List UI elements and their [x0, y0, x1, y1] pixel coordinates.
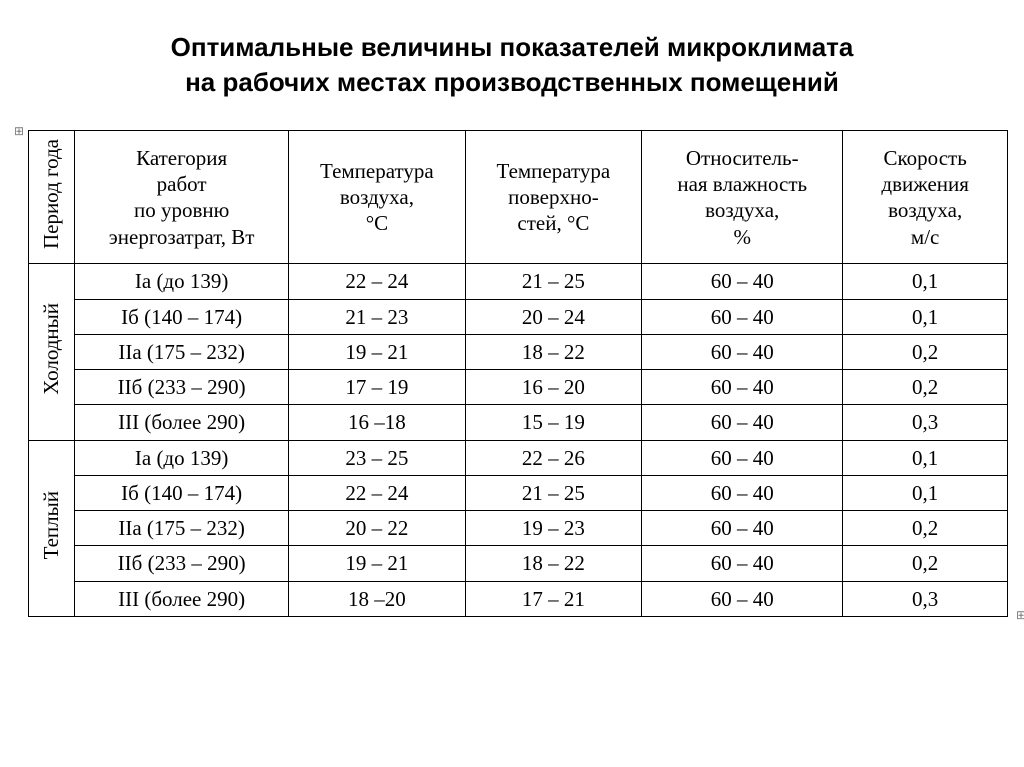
surf-temp-cell: 20 – 24	[465, 299, 642, 334]
category-cell: Iб (140 – 174)	[75, 299, 289, 334]
velocity-cell: 0,2	[843, 370, 1008, 405]
velocity-cell: 0,3	[843, 581, 1008, 616]
table-container: ⊞ Период года Категорияработпо уровнюэне…	[28, 130, 1014, 617]
air-temp-cell: 17 – 19	[289, 370, 466, 405]
title-line-2: на рабочих местах производственных помещ…	[185, 67, 839, 97]
surf-temp-cell: 22 – 26	[465, 440, 642, 475]
table-row: IIа (175 – 232)19 – 2118 – 2260 – 400,2	[29, 334, 1008, 369]
table-header-row: Период года Категорияработпо уровнюэнерг…	[29, 131, 1008, 264]
surf-temp-cell: 21 – 25	[465, 475, 642, 510]
humidity-cell: 60 – 40	[642, 511, 843, 546]
table-row: III (более 290)16 –1815 – 1960 – 400,3	[29, 405, 1008, 440]
col-humidity: Относитель-ная влажностьвоздуха,%	[642, 131, 843, 264]
humidity-cell: 60 – 40	[642, 405, 843, 440]
col-velocity: Скоростьдвижениявоздуха,м/с	[843, 131, 1008, 264]
title-line-1: Оптимальные величины показателей микрокл…	[171, 32, 854, 62]
air-temp-cell: 19 – 21	[289, 334, 466, 369]
col-air-temp: Температуравоздуха,°С	[289, 131, 466, 264]
velocity-cell: 0,1	[843, 299, 1008, 334]
resize-marker-icon: ⊞	[1016, 608, 1024, 623]
period-cell: Холодный	[29, 264, 75, 440]
table-row: IIа (175 – 232)20 – 2219 – 2360 – 400,2	[29, 511, 1008, 546]
air-temp-cell: 19 – 21	[289, 546, 466, 581]
velocity-cell: 0,2	[843, 546, 1008, 581]
air-temp-cell: 21 – 23	[289, 299, 466, 334]
air-temp-cell: 18 –20	[289, 581, 466, 616]
air-temp-cell: 23 – 25	[289, 440, 466, 475]
velocity-cell: 0,2	[843, 511, 1008, 546]
table-row: ХолодныйIа (до 139)22 – 2421 – 2560 – 40…	[29, 264, 1008, 299]
category-cell: Iа (до 139)	[75, 440, 289, 475]
velocity-cell: 0,2	[843, 334, 1008, 369]
air-temp-cell: 20 – 22	[289, 511, 466, 546]
microclimate-table: Период года Категорияработпо уровнюэнерг…	[28, 130, 1008, 617]
category-cell: IIа (175 – 232)	[75, 511, 289, 546]
category-cell: Iб (140 – 174)	[75, 475, 289, 510]
col-category: Категорияработпо уровнюэнергозатрат, Вт	[75, 131, 289, 264]
table-row: ТеплыйIа (до 139)23 – 2522 – 2660 – 400,…	[29, 440, 1008, 475]
table-row: III (более 290)18 –2017 – 2160 – 400,3	[29, 581, 1008, 616]
category-cell: IIб (233 – 290)	[75, 370, 289, 405]
surf-temp-cell: 17 – 21	[465, 581, 642, 616]
table-row: IIб (233 – 290)19 – 2118 – 2260 – 400,2	[29, 546, 1008, 581]
col-period-label: Период года	[38, 135, 64, 253]
col-period: Период года	[29, 131, 75, 264]
velocity-cell: 0,3	[843, 405, 1008, 440]
humidity-cell: 60 – 40	[642, 299, 843, 334]
surf-temp-cell: 15 – 19	[465, 405, 642, 440]
table-row: IIб (233 – 290)17 – 1916 – 2060 – 400,2	[29, 370, 1008, 405]
air-temp-cell: 22 – 24	[289, 475, 466, 510]
velocity-cell: 0,1	[843, 475, 1008, 510]
category-cell: IIб (233 – 290)	[75, 546, 289, 581]
humidity-cell: 60 – 40	[642, 334, 843, 369]
surf-temp-cell: 21 – 25	[465, 264, 642, 299]
col-surface-temp: Температураповерхно-стей, °С	[465, 131, 642, 264]
air-temp-cell: 22 – 24	[289, 264, 466, 299]
humidity-cell: 60 – 40	[642, 370, 843, 405]
surf-temp-cell: 19 – 23	[465, 511, 642, 546]
surf-temp-cell: 18 – 22	[465, 546, 642, 581]
category-cell: III (более 290)	[75, 405, 289, 440]
category-cell: IIа (175 – 232)	[75, 334, 289, 369]
humidity-cell: 60 – 40	[642, 440, 843, 475]
period-label: Теплый	[38, 487, 64, 563]
table-row: Iб (140 – 174)22 – 2421 – 2560 – 400,1	[29, 475, 1008, 510]
surf-temp-cell: 18 – 22	[465, 334, 642, 369]
velocity-cell: 0,1	[843, 440, 1008, 475]
period-cell: Теплый	[29, 440, 75, 616]
resize-marker-icon: ⊞	[14, 124, 24, 139]
category-cell: Iа (до 139)	[75, 264, 289, 299]
humidity-cell: 60 – 40	[642, 264, 843, 299]
period-label: Холодный	[38, 299, 64, 399]
page-title: Оптимальные величины показателей микрокл…	[62, 30, 962, 100]
table-body: ХолодныйIа (до 139)22 – 2421 – 2560 – 40…	[29, 264, 1008, 617]
table-row: Iб (140 – 174)21 – 2320 – 2460 – 400,1	[29, 299, 1008, 334]
velocity-cell: 0,1	[843, 264, 1008, 299]
category-cell: III (более 290)	[75, 581, 289, 616]
surf-temp-cell: 16 – 20	[465, 370, 642, 405]
humidity-cell: 60 – 40	[642, 546, 843, 581]
humidity-cell: 60 – 40	[642, 581, 843, 616]
humidity-cell: 60 – 40	[642, 475, 843, 510]
air-temp-cell: 16 –18	[289, 405, 466, 440]
